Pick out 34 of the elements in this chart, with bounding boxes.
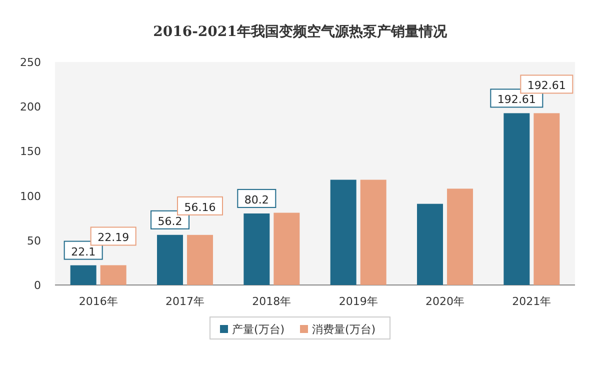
x-tick-label: 2019年 [338,295,378,308]
x-tick-label: 2017年 [166,295,204,308]
data-label: 56.16 [184,200,216,214]
bar [447,188,473,285]
x-tick-label: 2018年 [252,295,292,308]
data-label: 22.1 [71,245,96,258]
data-label: 192.61 [527,79,566,92]
data-label: 56.2 [158,214,182,228]
y-tick-label: 50 [27,234,41,248]
legend-label: 消费量(万台) [312,323,376,336]
x-tick-label: 2016年 [78,295,118,308]
y-tick-label: 0 [34,279,41,292]
bar [100,265,126,285]
bar [330,180,356,285]
bar [360,180,386,285]
chart-title: 2016-2021年我国变频空气源热泵产销量情况 [153,23,448,40]
data-label: 22.19 [98,231,130,244]
bar [244,213,270,285]
y-tick-label: 150 [20,145,41,158]
y-tick-label: 200 [20,100,41,114]
bar [274,212,300,285]
bar [417,204,443,285]
y-tick-label: 100 [20,190,41,203]
bar [534,113,560,285]
x-tick-label: 2020年 [426,295,464,308]
y-tick-label: 250 [20,56,41,69]
data-label: 80.2 [244,193,269,206]
bar [187,234,213,285]
data-label: 192.61 [497,93,536,106]
x-tick-label: 2021年 [512,295,552,308]
legend-label: 产量(万台) [232,323,285,336]
bar [70,265,96,285]
bar [504,113,530,285]
bar [157,234,183,285]
